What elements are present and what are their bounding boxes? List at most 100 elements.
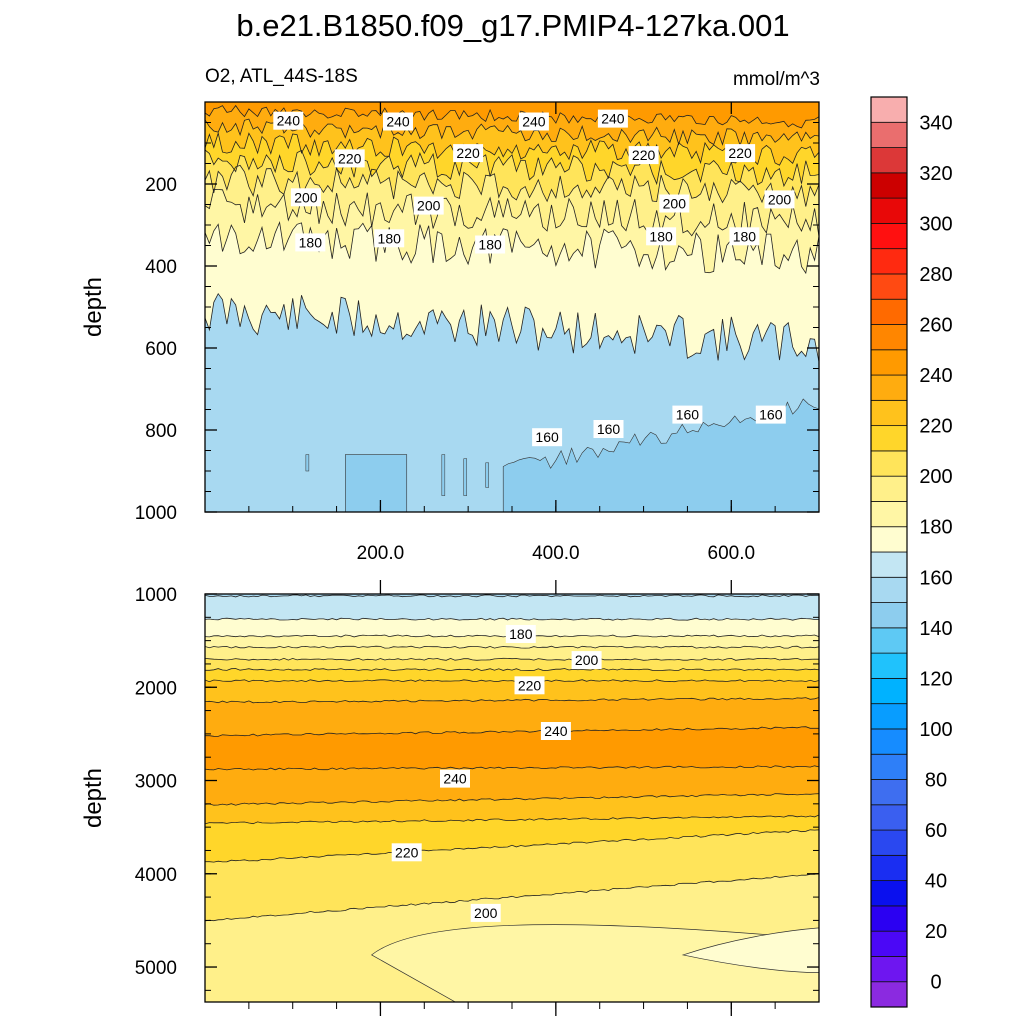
- contour-label: 160: [532, 428, 563, 447]
- contour-label-text: 220: [456, 145, 480, 161]
- colorbar-label: 40: [925, 871, 947, 893]
- colorbar-cell: [870, 425, 908, 452]
- contour-label-text: 240: [601, 111, 625, 127]
- band-fill: [305, 454, 310, 472]
- colorbar-cell: [870, 374, 908, 401]
- contour-label-text: 220: [395, 844, 419, 860]
- band-fill: [345, 454, 408, 512]
- contour-label-text: 220: [728, 145, 752, 161]
- colorbar-cell: [870, 854, 908, 882]
- contour-label-box: [453, 144, 484, 163]
- colorbar-frame: [870, 96, 908, 1008]
- contour-line: [205, 679, 819, 683]
- contour-label-box: [334, 149, 365, 168]
- colorbar-cell: [870, 298, 908, 325]
- contour-line: [205, 131, 819, 166]
- y-tick-label: 1000: [135, 585, 177, 606]
- contour-label-box: [725, 144, 756, 163]
- contour-label-box: [755, 405, 786, 424]
- colorbar-label: 200: [919, 466, 952, 488]
- contour-line: [205, 617, 819, 621]
- contour-label-box: [646, 227, 677, 246]
- colorbar-cell: [870, 96, 908, 123]
- contour-label-text: 220: [632, 147, 656, 163]
- contour-label-text: 240: [277, 113, 301, 129]
- contour-line: [205, 149, 819, 188]
- contour-line: [205, 765, 819, 771]
- contour-label-text: 180: [649, 228, 673, 244]
- contour-label: 200: [470, 903, 501, 922]
- band-fill: [441, 454, 446, 496]
- band-fill: [463, 458, 468, 496]
- contour-label-text: 180: [299, 234, 323, 250]
- contour-line: [205, 697, 819, 704]
- contour-line: [205, 657, 819, 661]
- colorbar-label: 160: [919, 567, 952, 589]
- contour-label: 240: [440, 769, 470, 788]
- colorbar: 0 20 40 60 80 100 120 140 160 180 200 220 240 260 280 3…: [870, 96, 953, 1008]
- contour-line: [205, 188, 819, 238]
- contour-label: 160: [593, 420, 624, 438]
- contour-label: 200: [659, 194, 690, 213]
- contour-label-text: 220: [338, 150, 362, 166]
- contour-label-text: 200: [575, 652, 599, 668]
- x-tick-label: 400.0: [532, 543, 580, 564]
- contour-line: [205, 645, 819, 649]
- contour-label-box: [440, 769, 470, 788]
- colorbar-cell: [870, 526, 908, 553]
- contour-label: 220: [453, 144, 484, 163]
- contour-label-box: [290, 188, 321, 207]
- contour-label: 220: [334, 149, 365, 168]
- colorbar-label: 140: [919, 618, 952, 640]
- colorbar-cell: [870, 273, 908, 300]
- contour-label-box: [532, 428, 563, 447]
- contour-label-text: 200: [417, 198, 441, 214]
- contour-label-box: [659, 194, 690, 213]
- colorbar-label: 120: [919, 668, 952, 690]
- y-tick-label: 600: [145, 339, 177, 360]
- colorbar-cell: [870, 981, 908, 1008]
- colorbar-cell: [870, 779, 908, 806]
- y-tick-label: 200: [145, 175, 177, 196]
- colorbar-label: 260: [919, 315, 952, 337]
- colorbar-cell: [870, 804, 908, 831]
- contour-label-text: 200: [474, 905, 498, 921]
- colorbar-cell: [870, 147, 908, 174]
- contour-label-text: 200: [768, 191, 792, 207]
- contour-line: [205, 104, 819, 129]
- contour-label: 220: [391, 843, 422, 862]
- contour-label: 240: [273, 111, 304, 130]
- colorbar-cell: [870, 602, 908, 629]
- contour-label: 160: [672, 405, 703, 424]
- contour-label-box: [593, 420, 624, 438]
- contour-label: 180: [295, 233, 326, 252]
- contour-label-box: [505, 625, 536, 643]
- y-tick-label: 400: [145, 257, 177, 278]
- contour-label-box: [729, 227, 760, 246]
- contour-label-text: 240: [544, 723, 568, 739]
- y-tick-label: 2000: [135, 678, 177, 699]
- contour-label-box: [391, 843, 422, 862]
- contour-line: [205, 726, 819, 737]
- colorbar-cell: [870, 501, 908, 528]
- contour-label-box: [764, 190, 795, 209]
- contour-label-box: [672, 405, 703, 424]
- contour-label-text: 160: [535, 429, 559, 445]
- contour-label: 220: [628, 146, 659, 165]
- contour-label: 240: [540, 722, 571, 740]
- contour-label-text: 240: [522, 114, 546, 130]
- contour-label-box: [413, 196, 444, 215]
- contour-label: 180: [374, 229, 405, 248]
- colorbar-cell: [870, 197, 908, 224]
- colorbar-label: 80: [925, 770, 947, 792]
- contour-label: 240: [383, 112, 413, 131]
- band-fill: [681, 927, 819, 973]
- contour-label-box: [514, 676, 545, 695]
- contour-label-box: [470, 903, 501, 922]
- contour-label: 200: [413, 196, 444, 215]
- contour-label: 200: [290, 188, 321, 207]
- colorbar-label: 300: [919, 213, 952, 235]
- lower-panel: 180 200 220 240 240 220 200 1000 2000 3000 4000 500…: [80, 580, 820, 1016]
- units-label: mmol/m^3: [733, 69, 820, 90]
- contour-field: [205, 594, 819, 1002]
